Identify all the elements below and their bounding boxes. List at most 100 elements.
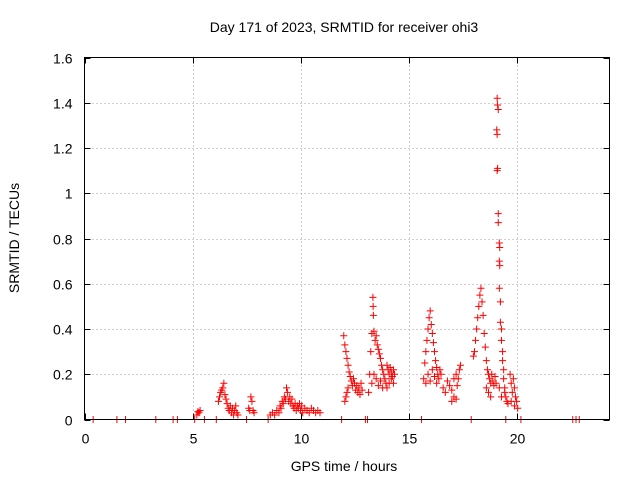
data-point (500, 366, 508, 374)
data-point (372, 332, 380, 340)
data-point (501, 388, 509, 396)
data-point (494, 210, 502, 218)
data-point (448, 386, 456, 394)
data-point (391, 370, 399, 378)
data-point (216, 393, 224, 401)
data-point (389, 366, 397, 374)
data-point (510, 384, 518, 392)
data-point (340, 332, 348, 340)
y-tick-label: 1.6 (53, 51, 73, 67)
data-point (271, 411, 279, 419)
data-point (196, 406, 204, 414)
data-point (234, 411, 242, 419)
data-point (496, 298, 504, 306)
data-point (435, 375, 443, 383)
data-point (370, 370, 378, 378)
data-point (469, 352, 477, 360)
data-point (496, 244, 504, 252)
data-point (221, 391, 229, 399)
data-point (250, 409, 258, 417)
data-point (288, 395, 296, 403)
data-point (493, 130, 501, 138)
data-point (481, 343, 489, 351)
data-point (376, 354, 384, 362)
data-point (367, 348, 375, 356)
data-point (494, 106, 502, 114)
data-point (316, 409, 324, 417)
data-point (494, 219, 502, 227)
data-point (422, 379, 430, 387)
data-point (491, 373, 499, 381)
data-point (507, 397, 515, 405)
data-point (495, 284, 503, 292)
data-point (389, 379, 397, 387)
data-point (432, 357, 440, 365)
data-point (433, 379, 441, 387)
y-tick-label: 1.4 (53, 96, 73, 112)
data-point (425, 314, 433, 322)
data-point (248, 397, 256, 405)
data-point (343, 354, 351, 362)
data-point (476, 291, 484, 299)
data-point (479, 311, 487, 319)
y-tick-label: 0.4 (53, 322, 73, 338)
data-point (493, 94, 501, 102)
data-point (369, 293, 377, 301)
data-point (368, 379, 376, 387)
data-point (358, 386, 366, 394)
data-point (341, 341, 349, 349)
data-point (493, 167, 501, 175)
data-point (427, 320, 435, 328)
data-point (492, 379, 500, 387)
data-point (420, 375, 428, 383)
data-point (456, 361, 464, 369)
data-point (477, 284, 485, 292)
x-tick-label: 5 (190, 431, 198, 447)
data-point (454, 375, 462, 383)
y-tick-label: 0.2 (53, 367, 73, 383)
data-point (429, 339, 437, 347)
data-point (344, 384, 352, 392)
data-point (424, 370, 432, 378)
data-point (482, 357, 490, 365)
x-tick-label: 20 (510, 431, 526, 447)
data-point (344, 361, 352, 369)
x-axis-label: GPS time / hours (291, 458, 398, 474)
data-point (448, 397, 456, 405)
axis-layer: 0 0.2 0.4 0.6 0.8 1 1.2 1.4 1.6 0 5 10 15 20 (53, 51, 610, 447)
x-tick-label: 0 (82, 431, 90, 447)
data-point (428, 366, 436, 374)
data-point (431, 348, 438, 356)
data-point (374, 382, 382, 390)
data-point (499, 348, 507, 356)
data-point (428, 330, 436, 338)
data-point (439, 384, 447, 392)
data-point (487, 393, 495, 401)
data-point (279, 400, 287, 408)
data-point (426, 377, 434, 385)
data-point (500, 375, 508, 383)
data-point (341, 397, 349, 405)
data-point (437, 370, 445, 378)
data-point (275, 409, 283, 417)
data-point (373, 341, 381, 349)
data-point (485, 388, 493, 396)
data-point (375, 350, 383, 358)
y-tick-label: 0 (65, 413, 73, 429)
data-point (343, 388, 351, 396)
chart-title: Day 171 of 2023, SRMTID for receiver ohi… (210, 19, 479, 35)
data-point (494, 101, 502, 109)
data-point (365, 388, 373, 396)
data-point (219, 384, 227, 392)
data-point (277, 404, 285, 412)
data-point (374, 345, 382, 353)
data-point (342, 393, 350, 401)
data-point (497, 336, 505, 344)
y-tick-label: 1.2 (53, 141, 73, 157)
data-point (470, 348, 478, 356)
data-point (371, 336, 379, 344)
data-point (474, 314, 482, 322)
data-point (214, 397, 222, 405)
data-point (443, 377, 451, 385)
data-point (455, 366, 463, 374)
